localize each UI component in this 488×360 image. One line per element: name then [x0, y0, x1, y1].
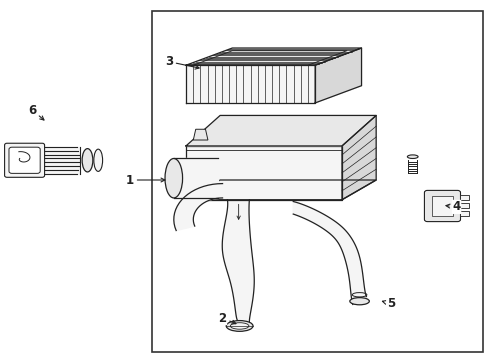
Ellipse shape: [407, 155, 417, 158]
Text: 5: 5: [382, 297, 394, 310]
Bar: [459, 211, 468, 216]
Polygon shape: [293, 202, 366, 305]
Polygon shape: [341, 116, 375, 200]
Polygon shape: [185, 180, 375, 200]
Polygon shape: [185, 146, 341, 200]
Polygon shape: [193, 129, 207, 140]
Bar: [459, 203, 468, 208]
Text: 3: 3: [164, 55, 199, 69]
Bar: [152, 12, 483, 352]
Text: 1: 1: [125, 174, 164, 186]
Text: 4: 4: [445, 201, 460, 213]
Ellipse shape: [94, 149, 102, 171]
Polygon shape: [222, 200, 254, 321]
Polygon shape: [173, 158, 217, 198]
FancyBboxPatch shape: [424, 190, 460, 222]
Polygon shape: [315, 48, 361, 103]
FancyBboxPatch shape: [9, 147, 40, 174]
Ellipse shape: [164, 158, 182, 198]
Polygon shape: [173, 184, 222, 230]
Ellipse shape: [82, 149, 93, 172]
Ellipse shape: [230, 323, 248, 329]
Polygon shape: [185, 65, 315, 103]
Bar: [459, 195, 468, 200]
Ellipse shape: [226, 320, 252, 331]
Text: 6: 6: [28, 104, 44, 120]
Polygon shape: [36, 147, 80, 174]
Ellipse shape: [349, 298, 368, 305]
FancyBboxPatch shape: [4, 143, 44, 177]
Polygon shape: [185, 48, 361, 65]
Polygon shape: [185, 116, 375, 146]
Bar: [431, 196, 452, 216]
Text: 2: 2: [218, 311, 235, 325]
